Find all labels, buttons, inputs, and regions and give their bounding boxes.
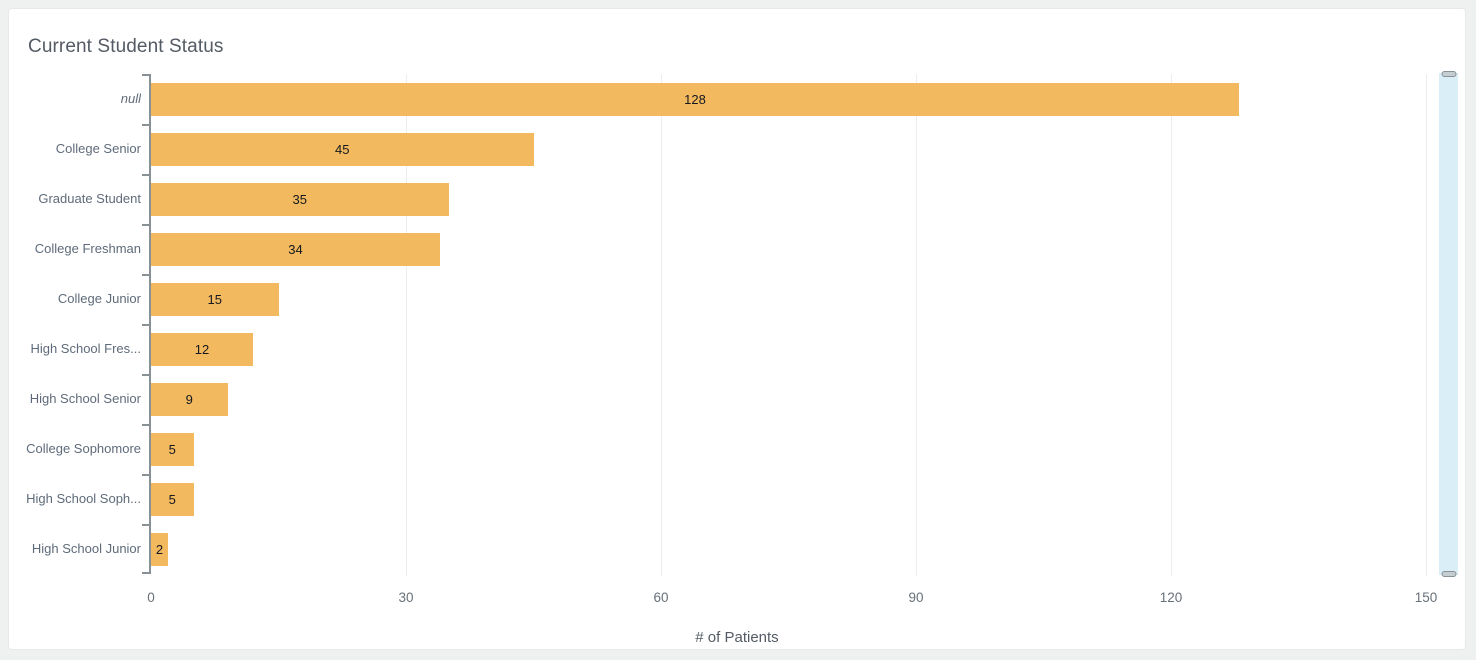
- category-label: High School Soph...: [26, 491, 141, 506]
- bar[interactable]: 9: [151, 382, 228, 416]
- bar-value-label: 15: [207, 291, 222, 307]
- category-label: High School Junior: [31, 541, 141, 556]
- y-range-slider[interactable]: [1439, 71, 1458, 577]
- bar-value-label: 45: [335, 141, 350, 157]
- gridline: [1426, 74, 1427, 576]
- gridline: [916, 74, 917, 576]
- bar[interactable]: 5: [151, 432, 194, 466]
- bar[interactable]: 2: [151, 532, 168, 566]
- y-axis-tick: [142, 274, 149, 276]
- bar-value-label: 34: [288, 241, 303, 257]
- visual-card: Current Student Status null College Senio…: [8, 8, 1466, 650]
- y-axis-tick: [142, 424, 149, 426]
- y-axis-tick: [142, 524, 149, 526]
- bar[interactable]: 5: [151, 482, 194, 516]
- bar[interactable]: 15: [151, 282, 279, 316]
- bar[interactable]: 34: [151, 232, 440, 266]
- bar-value-label: 9: [185, 391, 193, 407]
- bar[interactable]: 45: [151, 132, 534, 166]
- gridline: [1171, 74, 1172, 576]
- bar-value-label: 5: [168, 441, 176, 457]
- gridline: [661, 74, 662, 576]
- x-axis-title: # of Patients: [695, 629, 779, 646]
- x-tick-label: 30: [398, 590, 414, 605]
- bar-value-label: 5: [168, 491, 176, 507]
- bar-chart-plot: null College Senior Graduate Student Colleg…: [9, 9, 1465, 649]
- chart-title: Current Student Status: [28, 36, 224, 57]
- category-label: High School Fres...: [30, 341, 141, 356]
- gridline: [406, 74, 407, 576]
- category-label: null: [120, 91, 141, 106]
- slider-handle-top[interactable]: [1441, 71, 1456, 77]
- y-axis-tick: [142, 174, 149, 176]
- y-axis-tick: [142, 124, 149, 126]
- y-axis-line: [149, 74, 151, 574]
- y-axis-tick: [142, 224, 149, 226]
- x-tick-label: 60: [653, 590, 669, 605]
- bar[interactable]: 35: [151, 182, 449, 216]
- category-label: College Senior: [55, 141, 141, 156]
- y-axis-tick: [142, 474, 149, 476]
- y-axis-tick: [142, 324, 149, 326]
- bar-value-label: 2: [155, 541, 164, 557]
- y-axis-tick: [142, 572, 149, 574]
- bar-value-label: 12: [194, 341, 210, 357]
- category-label: College Junior: [57, 291, 141, 306]
- slider-handle-bottom[interactable]: [1441, 571, 1456, 577]
- category-label: High School Senior: [29, 391, 141, 406]
- category-label: College Sophomore: [26, 441, 141, 456]
- y-axis-tick: [142, 374, 149, 376]
- x-tick-label: 120: [1159, 590, 1183, 605]
- x-tick-label: 0: [147, 590, 155, 605]
- bar[interactable]: 12: [151, 332, 253, 366]
- y-axis-tick: [142, 74, 149, 76]
- category-label: College Freshman: [34, 241, 141, 256]
- bar[interactable]: 128: [151, 82, 1239, 116]
- category-label: Graduate Student: [38, 191, 141, 206]
- bar-value-label: 35: [292, 191, 307, 207]
- x-tick-label: 150: [1414, 590, 1438, 605]
- bar-value-label: 128: [684, 91, 706, 107]
- x-tick-label: 90: [908, 590, 924, 605]
